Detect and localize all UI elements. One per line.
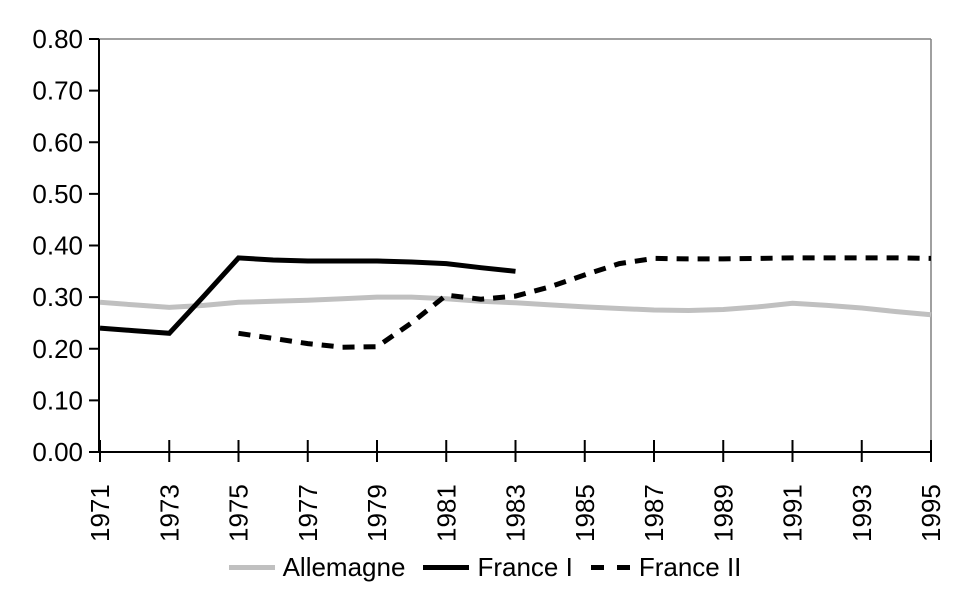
x-tick-label: 1983 — [501, 484, 531, 542]
y-tick-label: 0.30 — [32, 282, 83, 312]
legend-item-allemagne: Allemagne — [228, 552, 406, 583]
x-tick-label: 1971 — [85, 484, 115, 542]
france-1-line-swatch — [423, 565, 470, 570]
y-tick-label: 0.70 — [32, 76, 83, 106]
x-tick-label: 1989 — [708, 484, 738, 542]
series-line-france1 — [99, 255, 516, 336]
x-tick-label: 1995 — [916, 484, 946, 542]
legend-item-france-1: France I — [423, 552, 573, 583]
series-line-france2 — [238, 255, 932, 350]
chart-legend: Allemagne France I France II — [0, 552, 970, 583]
y-tick-label: 0.20 — [32, 334, 83, 364]
x-tick-label: 1991 — [778, 484, 808, 542]
x-tick-label: 1985 — [570, 484, 600, 542]
legend-label-france-2: France II — [638, 552, 742, 582]
x-tick-label: 1979 — [362, 484, 392, 542]
x-tick-label: 1975 — [224, 484, 254, 542]
x-tick-label: 1993 — [847, 484, 877, 542]
x-tick-label: 1977 — [293, 484, 323, 542]
x-tick-label: 1987 — [639, 484, 669, 542]
series-line-allemagne — [99, 294, 932, 318]
y-tick-label: 0.40 — [32, 231, 83, 261]
legend-label-france-1: France I — [477, 552, 573, 582]
allemagne-line-swatch — [228, 565, 275, 570]
legend-label-allemagne: Allemagne — [282, 552, 406, 582]
y-tick-label: 0.60 — [32, 127, 83, 157]
y-tick-label: 0.80 — [32, 24, 83, 54]
france-2-line-swatch — [590, 565, 631, 570]
y-tick-label: 0.10 — [32, 385, 83, 415]
y-tick-label: 0.00 — [32, 437, 83, 467]
x-tick-label: 1981 — [431, 484, 461, 542]
line-chart-plot: 0.00 0.10 0.20 0.30 0.40 0.50 0.60 0.70 0.80 1971… — [32, 24, 946, 542]
y-tick-label: 0.50 — [32, 179, 83, 209]
legend-item-france-2: France II — [590, 552, 742, 583]
x-tick-label: 1973 — [154, 484, 184, 542]
